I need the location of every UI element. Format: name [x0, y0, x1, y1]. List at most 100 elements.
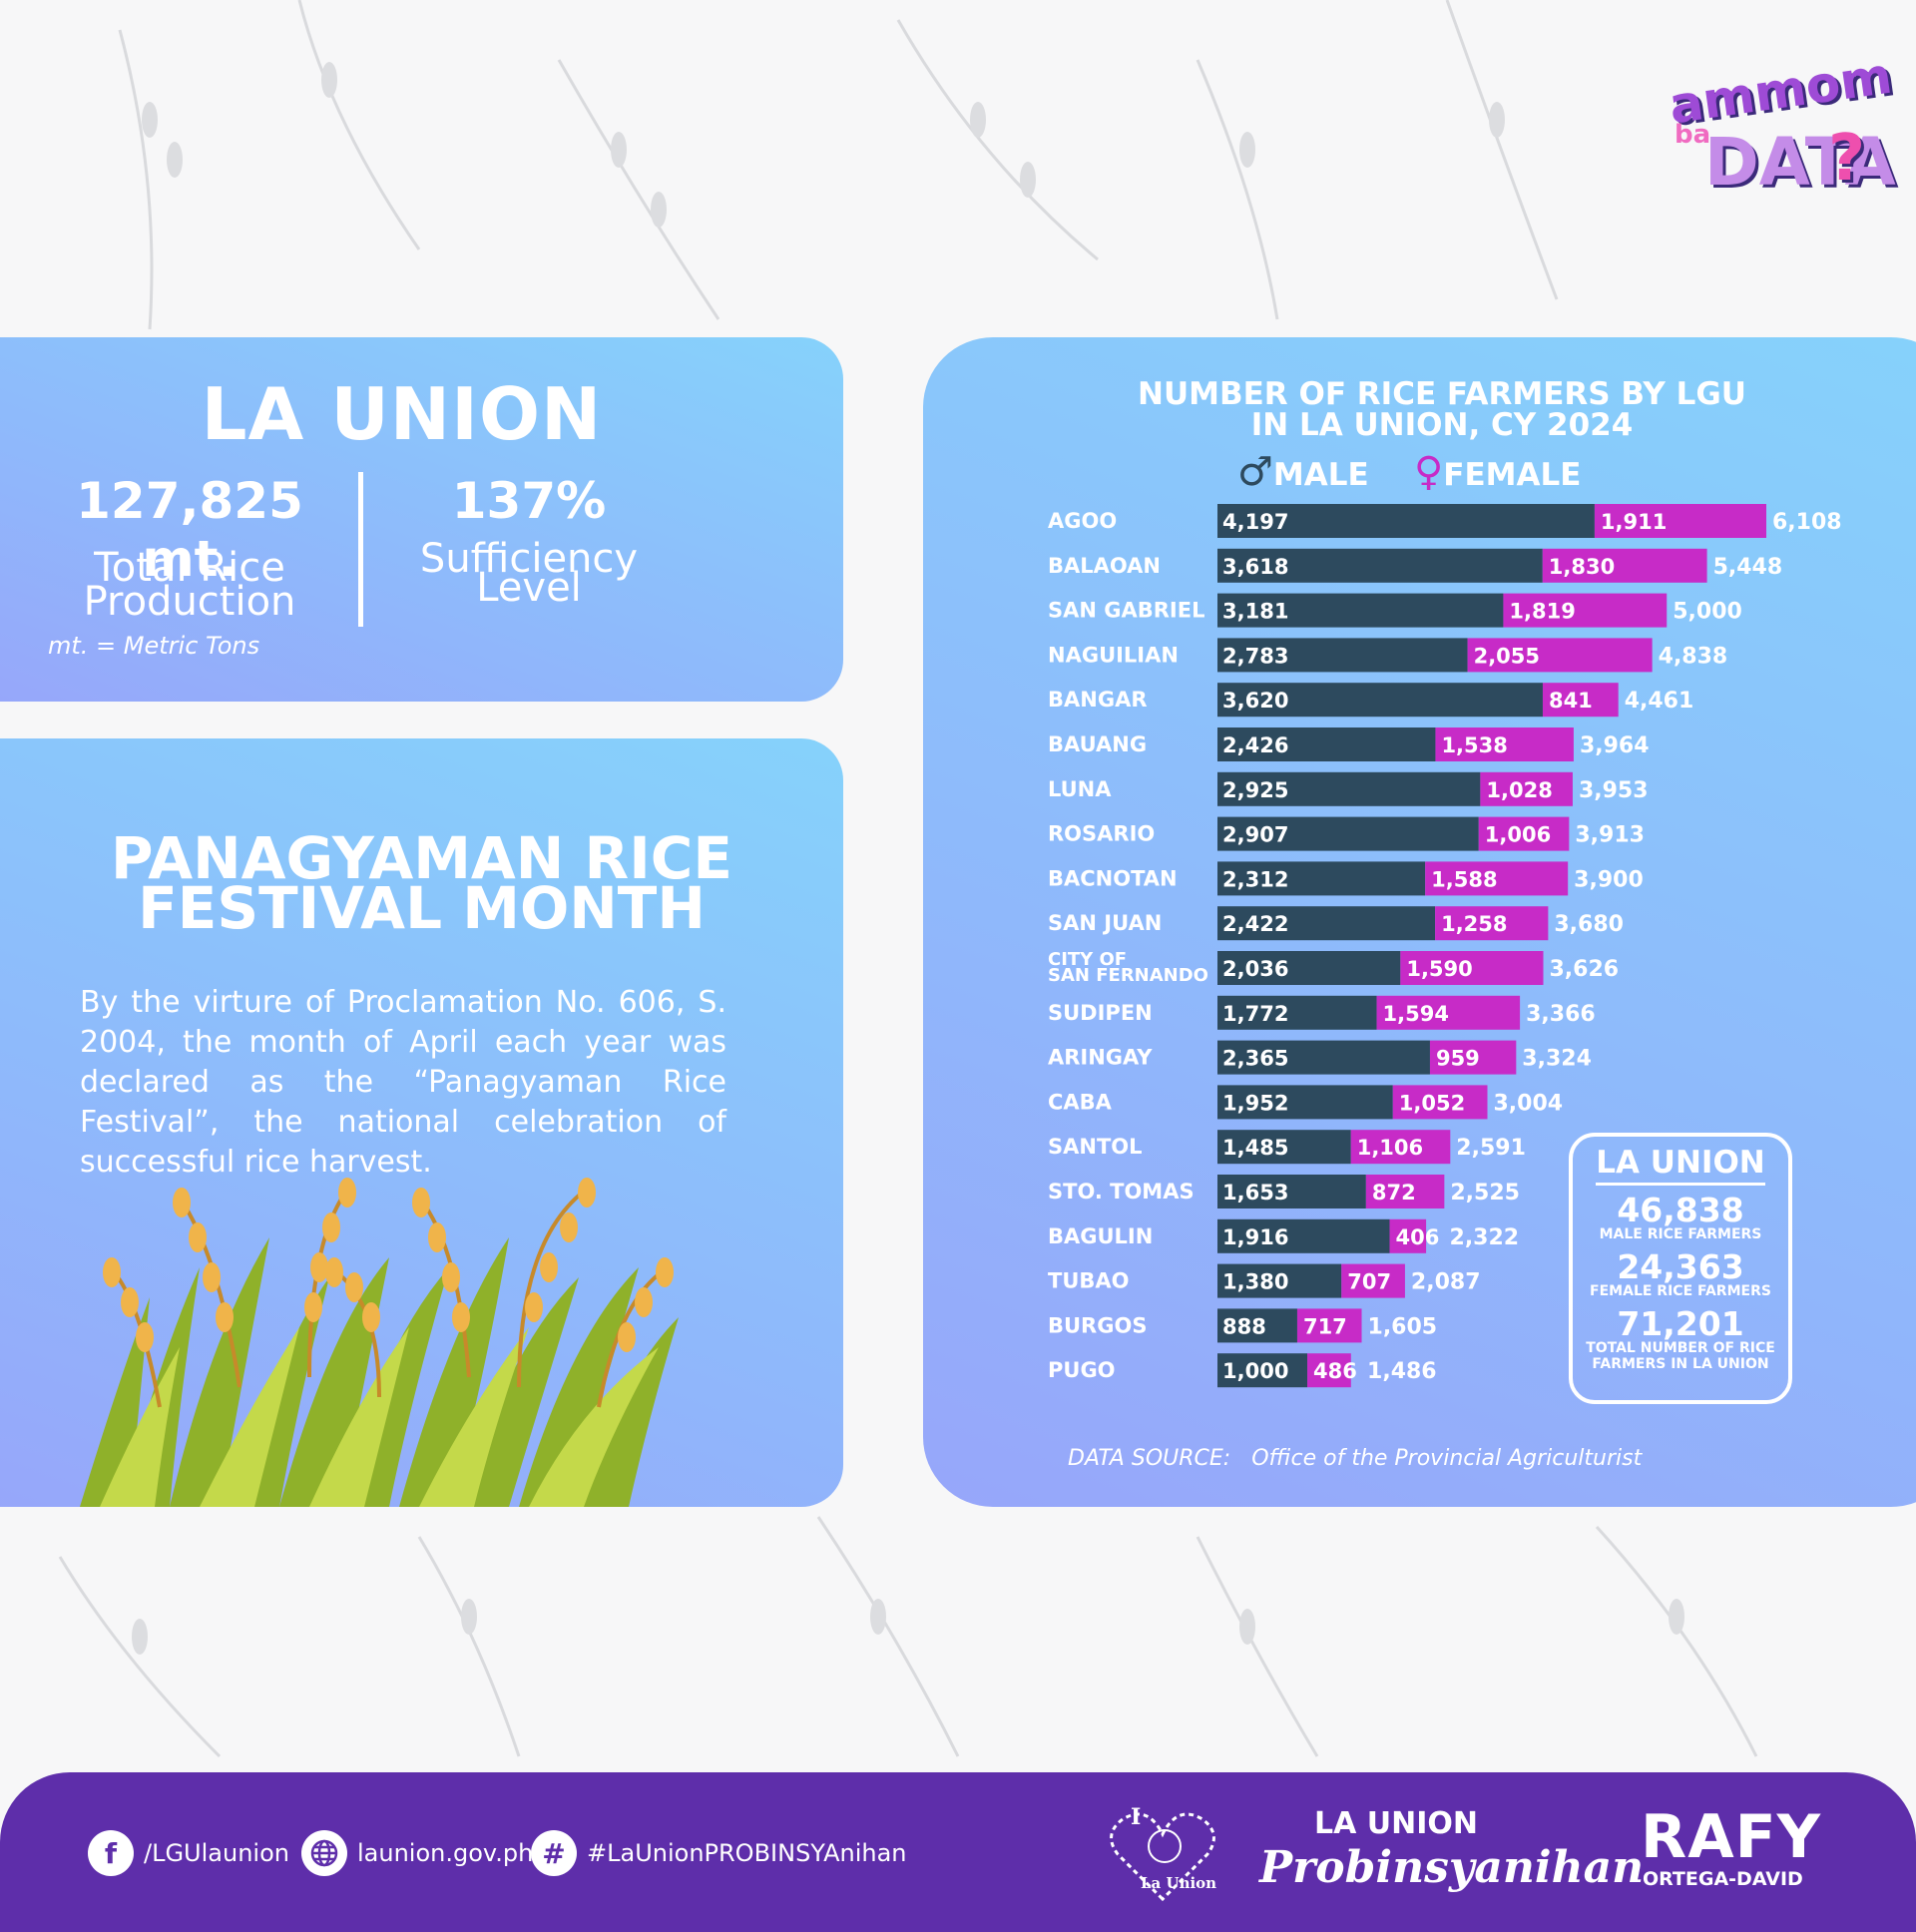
female-value-label: 406 — [1396, 1225, 1440, 1249]
female-value-label: 1,819 — [1509, 600, 1575, 624]
male-value-label: 1,952 — [1222, 1091, 1288, 1115]
female-value-label: 1,538 — [1441, 733, 1507, 757]
category-label: TUBAO — [1048, 1269, 1130, 1293]
chart-title: NUMBER OF RICE FARMERS BY LGU IN LA UNIO… — [1138, 376, 1746, 443]
summary-title: LA UNION — [1596, 1145, 1765, 1181]
female-value-label: 959 — [1436, 1047, 1480, 1071]
total-value-label: 2,087 — [1411, 1270, 1481, 1295]
female-bar — [1594, 504, 1766, 538]
category-label: BANGAR — [1048, 688, 1148, 712]
stats-divider — [358, 472, 363, 627]
total-value-label: 1,486 — [1367, 1359, 1437, 1384]
total-value-label: 3,953 — [1579, 778, 1649, 803]
sufficiency-label-2: Level — [476, 565, 582, 611]
total-value-label: 3,680 — [1554, 912, 1624, 937]
hashtag-icon: # — [531, 1830, 577, 1876]
category-label: ROSARIO — [1048, 822, 1155, 846]
legend-male: ♂MALE — [1237, 449, 1369, 495]
male-value-label: 2,783 — [1222, 644, 1288, 668]
production-stats-card: LA UNION 127,825 mt. Total Rice Producti… — [0, 337, 843, 702]
male-bar — [1217, 683, 1543, 718]
facebook-link[interactable]: f /LGUlaunion — [88, 1830, 289, 1876]
male-value-label: 1,000 — [1222, 1359, 1288, 1383]
total-value-label: 5,448 — [1713, 555, 1783, 580]
male-icon: ♂ — [1237, 449, 1273, 495]
category-label: BACNOTAN — [1048, 866, 1178, 890]
category-label: SAN FERNANDO — [1048, 965, 1208, 986]
male-bar — [1217, 593, 1504, 628]
rice-plant-illustration — [80, 1178, 679, 1507]
female-bar — [1503, 593, 1668, 628]
male-bar — [1217, 548, 1543, 583]
facebook-icon: f — [88, 1830, 134, 1876]
female-bar — [1429, 1040, 1517, 1075]
category-label: PUGO — [1048, 1358, 1116, 1382]
female-icon: ♀ — [1414, 449, 1444, 495]
female-value-label: 1,588 — [1431, 867, 1497, 891]
metric-tons-note: mt. = Metric Tons — [48, 632, 260, 660]
female-bar — [1435, 727, 1574, 761]
male-bar — [1217, 995, 1377, 1030]
total-value-label: 3,366 — [1526, 1002, 1596, 1027]
total-value-label: 2,322 — [1450, 1225, 1520, 1250]
category-label: BAUANG — [1048, 732, 1147, 756]
male-bar — [1217, 861, 1426, 896]
total-value-label: 5,000 — [1673, 600, 1742, 625]
website-link[interactable]: launion.gov.ph — [301, 1830, 533, 1876]
female-bar — [1542, 683, 1619, 718]
female-value-label: 1,028 — [1486, 778, 1552, 802]
category-label: BALAOAN — [1048, 554, 1161, 578]
category-label: LUNA — [1048, 777, 1112, 801]
production-value: 127,825 mt. — [76, 472, 303, 588]
la-union-summary-box: LA UNION 46,838 MALE RICE FARMERS 24,363… — [1569, 1133, 1792, 1404]
category-label: BAGULIN — [1048, 1224, 1153, 1248]
female-value-label: 2,055 — [1474, 644, 1540, 668]
category-label: ARINGAY — [1048, 1046, 1153, 1070]
female-bar — [1376, 995, 1521, 1030]
total-value-label: 3,900 — [1574, 867, 1644, 892]
female-bar — [1392, 1085, 1488, 1120]
female-bar — [1435, 906, 1549, 941]
female-bar — [1296, 1308, 1362, 1343]
male-bar — [1217, 1353, 1308, 1388]
male-value-label: 2,426 — [1222, 733, 1288, 757]
male-value-label: 2,036 — [1222, 957, 1288, 981]
la-union-probinsyanihan-logo: LA UNION Probinsyanihan — [1259, 1806, 1645, 1893]
female-value-label: 707 — [1347, 1270, 1391, 1294]
category-label: NAGUILIAN — [1048, 643, 1179, 667]
female-bar — [1350, 1130, 1451, 1165]
male-value-label: 3,618 — [1222, 555, 1288, 579]
male-bar — [1217, 771, 1481, 806]
i-love-la-union-logo: I La Union — [1103, 1804, 1222, 1904]
category-label: STO. TOMAS — [1048, 1180, 1195, 1204]
male-value-label: 888 — [1222, 1314, 1266, 1338]
male-value-label: 1,485 — [1222, 1136, 1288, 1160]
globe-icon — [301, 1830, 347, 1876]
male-bar — [1217, 1085, 1393, 1120]
female-value-label: 841 — [1549, 689, 1593, 713]
female-value-label: 1,106 — [1357, 1136, 1423, 1160]
hashtag-link[interactable]: # #LaUnionPROBINSYAnihan — [531, 1830, 907, 1876]
female-bar — [1478, 816, 1570, 851]
production-label-1: Total Rice — [94, 545, 285, 591]
female-value-label: 1,006 — [1485, 823, 1551, 847]
female-bar — [1365, 1175, 1445, 1208]
sufficiency-value: 137% — [451, 472, 607, 530]
category-label: CITY OF — [1048, 949, 1127, 970]
female-value-label: 1,911 — [1601, 510, 1667, 534]
total-value-label: 3,626 — [1550, 957, 1620, 982]
festival-card: PANAGYAMAN RICE FESTIVAL MONTH By the vi… — [0, 738, 843, 1507]
legend-female: ♀FEMALE — [1414, 449, 1582, 495]
total-value-label: 3,324 — [1522, 1047, 1592, 1072]
total-value-label: 3,913 — [1575, 823, 1645, 848]
male-value-label: 3,620 — [1222, 689, 1288, 713]
female-total: 24,363 — [1617, 1247, 1744, 1286]
grand-total-label: TOTAL NUMBER OF RICE FARMERS IN LA UNION — [1586, 1340, 1775, 1372]
total-value-label: 3,964 — [1580, 733, 1650, 758]
female-bar — [1425, 861, 1569, 896]
male-bar — [1217, 1175, 1366, 1208]
female-value-label: 1,590 — [1406, 957, 1472, 981]
male-bar — [1217, 727, 1436, 761]
male-value-label: 2,925 — [1222, 778, 1288, 802]
female-bar — [1307, 1353, 1351, 1388]
